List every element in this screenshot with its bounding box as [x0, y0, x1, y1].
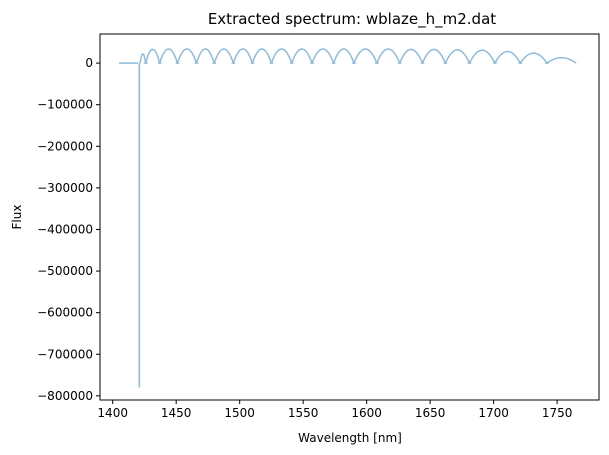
y-tick-label: −400000: [37, 222, 93, 236]
order-arc-11: [311, 48, 335, 64]
x-tick-label: 1600: [351, 406, 382, 420]
order-arc-14: [376, 48, 401, 64]
order-arc-6: [213, 48, 235, 64]
order-arc-1: [139, 53, 147, 64]
y-tick-label: −300000: [37, 181, 93, 195]
order-arc-8: [251, 48, 273, 64]
y-tick-label: −500000: [37, 264, 93, 278]
y-tick-label: −600000: [37, 306, 93, 320]
order-arc-19: [494, 50, 521, 64]
order-arc-12: [332, 48, 355, 64]
order-arc-16: [421, 48, 447, 64]
order-arc-7: [232, 48, 254, 64]
x-tick-label: 1450: [161, 406, 192, 420]
x-tick-label: 1550: [288, 406, 319, 420]
order-arc-2: [144, 48, 161, 64]
y-axis-label: Flux: [10, 205, 24, 230]
plot-area: [119, 48, 577, 388]
y-tick-label: −700000: [37, 347, 93, 361]
order-arc-4: [176, 48, 198, 64]
y-axis-ticks: 0 −100000 −200000 −300000 −400000 −500000 −600…: [37, 56, 100, 403]
y-tick-label: −100000: [37, 98, 93, 112]
x-tick-label: 1700: [478, 406, 509, 420]
order-arc-21: [546, 56, 577, 64]
x-tick-label: 1750: [542, 406, 573, 420]
x-tick-label: 1500: [224, 406, 255, 420]
x-tick-label: 1650: [415, 406, 446, 420]
order-arc-3: [158, 48, 179, 64]
order-arc-15: [398, 48, 424, 64]
order-arc-18: [468, 49, 496, 64]
order-arc-13: [353, 48, 378, 64]
y-tick-label: −200000: [37, 139, 93, 153]
chart-title: Extracted spectrum: wblaze_h_m2.dat: [208, 10, 496, 29]
y-tick-label: 0: [85, 56, 93, 70]
x-axis-label: Wavelength [nm]: [298, 431, 402, 445]
y-tick-label: −800000: [37, 389, 93, 403]
plot-frame: [99, 33, 600, 401]
order-arc-9: [270, 48, 293, 64]
x-tick-label: 1400: [97, 406, 128, 420]
order-arc-20: [519, 52, 548, 64]
order-arc-10: [291, 48, 313, 64]
order-arc-17: [444, 49, 471, 64]
order-arc-5: [195, 48, 215, 64]
x-axis-ticks: 1400 1450 1500 1550 1600 1650 1700 1750: [97, 400, 572, 420]
